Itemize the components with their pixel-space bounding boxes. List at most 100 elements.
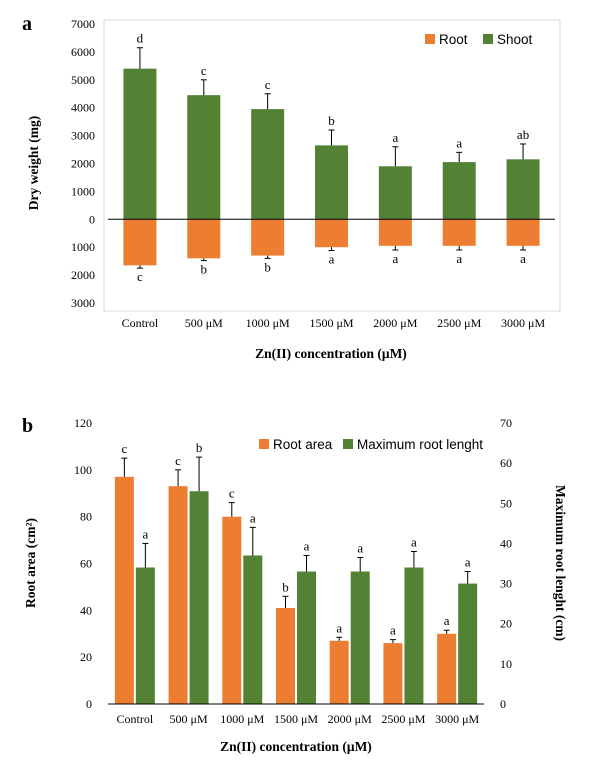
legend-swatch-root-area [259, 439, 269, 449]
x-tick-label: 2500 μM [437, 316, 481, 330]
bar-root-area [222, 516, 242, 704]
y-tick-label: 0 [86, 697, 92, 711]
y-tick-label: 120 [74, 416, 92, 430]
significance-label: a [250, 510, 256, 525]
bar-root [315, 219, 348, 248]
bar-root-area [168, 486, 188, 704]
x-axis-title-a: Zn(II) concentration (μM) [255, 346, 407, 361]
bar-maximum-root-lenght [350, 571, 370, 704]
y-tick-label: 40 [80, 603, 92, 617]
y-tick-label: 6000 [71, 45, 95, 59]
y-tick-label: 3000 [71, 296, 95, 310]
bar-root-area [437, 633, 457, 704]
y-axis-ticks-b: 0 20 40 60 80 100 120 [74, 416, 92, 711]
significance-label: c [175, 453, 181, 468]
significance-label: c [201, 63, 207, 78]
significance-label: a [520, 251, 526, 266]
y-tick-label: 3000 [71, 129, 95, 143]
chart-panel-a: a Root Shoot 7000 6000 5000 4000 3000 2000 100… [22, 13, 561, 361]
x-tick-label: 500 μM [185, 316, 223, 330]
bar-root [506, 219, 540, 246]
y2-tick-label: 20 [500, 617, 512, 631]
significance-label: a [465, 555, 471, 570]
y-axis-title-a: Dry weight (mg) [26, 116, 41, 210]
y2-tick-label: 10 [500, 657, 512, 671]
significance-label: c [229, 486, 235, 501]
y-tick-label: 1000 [71, 184, 95, 198]
y2-tick-label: 60 [500, 456, 512, 470]
bar-root-area [329, 640, 349, 704]
y2-axis-ticks-b: 0 10 20 30 40 50 60 70 [500, 416, 512, 711]
significance-label: a [392, 130, 398, 145]
significance-label: a [329, 252, 335, 267]
y2-axis-title-b: Maximum root lenght (cm) [553, 485, 568, 641]
significance-label: b [196, 440, 203, 455]
x-tick-label: 3000 μM [501, 316, 545, 330]
y-tick-label: 0 [89, 212, 95, 226]
chart-panel-b: b Root area Maximum root lenght 0 20 40 60 8… [22, 415, 568, 754]
significance-label: a [411, 534, 417, 549]
bar-root [251, 219, 285, 256]
y-axis-title-b: Root area (cm²) [23, 518, 38, 608]
bar-shoot [378, 166, 412, 220]
bar-root [378, 219, 412, 246]
y-tick-label: 1000 [71, 240, 95, 254]
bar-root [123, 219, 157, 266]
y2-tick-label: 30 [500, 577, 512, 591]
x-tick-label: 1000 μM [220, 712, 264, 726]
legend-b: Root area Maximum root lenght [259, 437, 483, 452]
x-tick-label: 3000 μM [435, 712, 479, 726]
y-tick-label: 5000 [71, 73, 95, 87]
x-tick-label: Control [122, 316, 159, 330]
legend-swatch-max-root-length [343, 439, 353, 449]
legend-swatch-shoot [483, 34, 493, 44]
bar-maximum-root-lenght [243, 555, 263, 704]
bar-root [187, 219, 221, 259]
y2-tick-label: 70 [500, 416, 512, 430]
bar-maximum-root-lenght [458, 583, 478, 704]
bar-maximum-root-lenght [297, 571, 316, 704]
y2-tick-label: 50 [500, 496, 512, 510]
y-tick-label: 80 [80, 510, 92, 524]
bar-shoot [123, 68, 157, 220]
significance-label: c [121, 441, 127, 456]
bar-root [442, 219, 476, 246]
bar-root-area [383, 643, 403, 704]
x-tick-label: 1000 μM [246, 316, 290, 330]
significance-label: d [137, 31, 144, 46]
x-tick-label: 1500 μM [309, 316, 353, 330]
y-tick-label: 2000 [71, 157, 95, 171]
y2-tick-label: 40 [500, 536, 512, 550]
bar-shoot [251, 109, 285, 220]
y-tick-label: 20 [80, 650, 92, 664]
significance-label: a [456, 251, 462, 266]
x-tick-label: Control [117, 712, 154, 726]
significance-label: a [304, 538, 310, 553]
significance-label: a [456, 135, 462, 150]
panel-label-a: a [22, 13, 32, 35]
panel-label-b: b [22, 415, 33, 437]
plot-area-frame-a [103, 19, 561, 312]
significance-label: a [390, 623, 396, 638]
bar-shoot [442, 162, 476, 220]
significance-label: a [357, 540, 363, 555]
y2-tick-label: 0 [500, 697, 506, 711]
bar-maximum-root-lenght [189, 491, 209, 704]
significance-label: a [444, 613, 450, 628]
legend-label-root: Root [439, 32, 468, 47]
significance-label: ab [517, 127, 529, 142]
significance-label: a [392, 251, 398, 266]
x-tick-label: 1500 μM [274, 712, 318, 726]
bar-root-area [114, 476, 134, 704]
x-tick-label: 500 μM [170, 712, 208, 726]
significance-label: b [264, 259, 271, 274]
significance-label: b [328, 113, 335, 128]
x-tick-label: 2000 μM [328, 712, 372, 726]
bar-shoot [187, 95, 221, 220]
x-tick-label: 2000 μM [373, 316, 417, 330]
significance-label: b [201, 262, 208, 277]
x-axis-ticks-a: Control 500 μM 1000 μM 1500 μM 2000 μM 2500 μ… [122, 316, 546, 330]
bar-shoot [506, 159, 540, 220]
